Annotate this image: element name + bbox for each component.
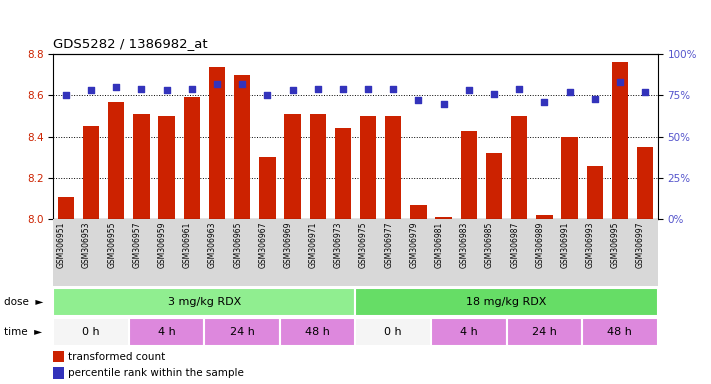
- Bar: [511, 116, 528, 219]
- Bar: [133, 114, 149, 219]
- Text: GSM306993: GSM306993: [586, 221, 594, 268]
- Bar: [53, 351, 64, 362]
- Point: [463, 88, 474, 94]
- Bar: [410, 205, 427, 219]
- Point: [564, 89, 575, 95]
- Text: GSM306987: GSM306987: [510, 221, 519, 268]
- Point: [488, 91, 500, 97]
- Point: [387, 86, 399, 92]
- Text: GSM306961: GSM306961: [183, 221, 192, 268]
- Bar: [506, 318, 582, 346]
- Bar: [284, 114, 301, 219]
- Text: GSM306971: GSM306971: [309, 221, 318, 268]
- Bar: [435, 217, 451, 219]
- Text: GSM306991: GSM306991: [560, 221, 570, 268]
- Text: 4 h: 4 h: [460, 327, 478, 337]
- Point: [287, 88, 298, 94]
- Bar: [360, 116, 376, 219]
- Point: [161, 88, 172, 94]
- Text: GSM306953: GSM306953: [82, 221, 91, 268]
- Text: GSM306959: GSM306959: [158, 221, 166, 268]
- Bar: [431, 318, 506, 346]
- Bar: [335, 129, 351, 219]
- Text: GSM306975: GSM306975: [359, 221, 368, 268]
- Point: [363, 86, 374, 92]
- Text: GDS5282 / 1386982_at: GDS5282 / 1386982_at: [53, 37, 208, 50]
- Text: transformed count: transformed count: [68, 352, 166, 362]
- Point: [60, 92, 72, 98]
- Bar: [461, 131, 477, 219]
- Point: [438, 101, 449, 107]
- Bar: [637, 147, 653, 219]
- Bar: [129, 318, 205, 346]
- Text: GSM306969: GSM306969: [284, 221, 292, 268]
- Text: GSM306951: GSM306951: [57, 221, 66, 268]
- Point: [337, 86, 348, 92]
- Text: GSM306963: GSM306963: [208, 221, 217, 268]
- Point: [262, 92, 273, 98]
- Text: percentile rank within the sample: percentile rank within the sample: [68, 368, 245, 378]
- Point: [136, 86, 147, 92]
- Text: GSM306983: GSM306983: [460, 221, 469, 268]
- Bar: [108, 102, 124, 219]
- Text: 48 h: 48 h: [305, 327, 330, 337]
- Bar: [234, 75, 250, 219]
- Point: [312, 86, 324, 92]
- Point: [639, 89, 651, 95]
- Text: 0 h: 0 h: [82, 327, 100, 337]
- Bar: [159, 116, 175, 219]
- Text: 48 h: 48 h: [607, 327, 632, 337]
- Bar: [486, 153, 502, 219]
- Text: 3 mg/kg RDX: 3 mg/kg RDX: [168, 297, 241, 307]
- Bar: [582, 318, 658, 346]
- Point: [614, 79, 626, 85]
- Point: [237, 81, 248, 87]
- Point: [85, 88, 97, 94]
- Bar: [309, 114, 326, 219]
- Point: [513, 86, 525, 92]
- Bar: [587, 166, 603, 219]
- Bar: [356, 318, 431, 346]
- Text: GSM306973: GSM306973: [334, 221, 343, 268]
- Bar: [562, 137, 578, 219]
- Bar: [536, 215, 552, 219]
- Bar: [280, 318, 356, 346]
- Text: 18 mg/kg RDX: 18 mg/kg RDX: [466, 297, 547, 307]
- Text: 24 h: 24 h: [230, 327, 255, 337]
- Bar: [83, 126, 100, 219]
- Text: 4 h: 4 h: [158, 327, 176, 337]
- Bar: [611, 63, 628, 219]
- Text: GSM306977: GSM306977: [384, 221, 393, 268]
- Text: GSM306985: GSM306985: [485, 221, 494, 268]
- Bar: [53, 288, 356, 316]
- Text: GSM306957: GSM306957: [132, 221, 141, 268]
- Bar: [205, 318, 280, 346]
- Bar: [356, 288, 658, 316]
- Text: GSM306967: GSM306967: [258, 221, 267, 268]
- Point: [111, 84, 122, 90]
- Text: 24 h: 24 h: [532, 327, 557, 337]
- Text: GSM306979: GSM306979: [410, 221, 419, 268]
- Text: dose  ►: dose ►: [4, 297, 43, 307]
- Point: [413, 97, 424, 103]
- Text: GSM306965: GSM306965: [233, 221, 242, 268]
- Bar: [209, 66, 225, 219]
- Bar: [53, 318, 129, 346]
- Point: [539, 99, 550, 105]
- Bar: [385, 116, 402, 219]
- Bar: [53, 367, 64, 379]
- Text: GSM306995: GSM306995: [611, 221, 620, 268]
- Text: GSM306997: GSM306997: [636, 221, 645, 268]
- Text: 0 h: 0 h: [385, 327, 402, 337]
- Point: [211, 81, 223, 87]
- Point: [186, 86, 198, 92]
- Text: GSM306955: GSM306955: [107, 221, 117, 268]
- Text: GSM306981: GSM306981: [434, 221, 444, 268]
- Bar: [58, 197, 74, 219]
- Text: time  ►: time ►: [4, 327, 42, 337]
- Text: GSM306989: GSM306989: [535, 221, 545, 268]
- Bar: [260, 157, 276, 219]
- Point: [589, 96, 600, 102]
- Bar: [183, 98, 200, 219]
